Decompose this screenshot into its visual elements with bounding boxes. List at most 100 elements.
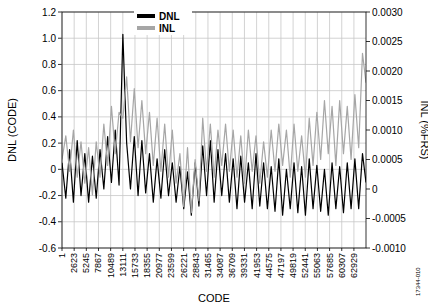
x-tick <box>74 248 75 251</box>
x-tick <box>159 248 160 251</box>
x-tick <box>98 248 99 251</box>
y-grid-line <box>62 116 366 117</box>
x-tick-label: 41953 <box>252 253 262 278</box>
y2-tick-label: -0.0005 <box>372 213 406 224</box>
x-grid-line <box>134 12 135 248</box>
y2-tick <box>366 218 370 219</box>
y-tick <box>58 64 62 65</box>
y2-tick <box>366 41 370 42</box>
x-tick <box>183 248 184 251</box>
x-tick-label: 2623 <box>69 253 79 273</box>
x-tick <box>244 248 245 251</box>
x-tick-label: 13111 <box>118 253 128 277</box>
x-tick <box>110 248 111 251</box>
y-tick <box>58 116 62 117</box>
x-tick <box>86 248 87 251</box>
x-tick-label: 60307 <box>337 253 347 278</box>
y-grid-line <box>62 90 366 91</box>
y-tick-label: -0.2 <box>39 190 57 201</box>
x-tick-label: 20977 <box>154 253 164 278</box>
x-tick-label: 23599 <box>166 253 176 278</box>
legend-label: DNL <box>159 11 180 22</box>
x-tick <box>317 248 318 251</box>
x-tick-label: 7867 <box>93 253 103 273</box>
legend-box <box>134 9 192 35</box>
x-tick-label: 62929 <box>349 253 359 278</box>
x-tick <box>232 248 233 251</box>
y2-tick <box>366 189 370 190</box>
x-tick-label: 57685 <box>325 253 335 278</box>
x-grid-line <box>280 12 281 248</box>
x-grid-line <box>207 12 208 248</box>
x-tick-label: 47197 <box>276 253 286 278</box>
y-tick-label: 0 <box>50 164 56 175</box>
x-tick-label: 1 <box>57 253 67 258</box>
y-tick-label: -0.4 <box>39 216 57 227</box>
y-tick <box>58 143 62 144</box>
x-grid-line <box>256 12 257 248</box>
x-tick <box>171 248 172 251</box>
x-grid-line <box>220 12 221 248</box>
y-tick <box>58 12 62 13</box>
x-tick-label: 26221 <box>179 253 189 278</box>
y-tick <box>58 221 62 222</box>
background <box>0 0 428 308</box>
x-grid-line <box>268 12 269 248</box>
legend: DNLINL <box>134 9 192 35</box>
y-tick-label: 0.6 <box>42 85 56 96</box>
y-tick <box>58 195 62 196</box>
y2-tick <box>366 159 370 160</box>
x-tick <box>122 248 123 251</box>
y-tick <box>58 169 62 170</box>
y2-tick-label: 0 <box>372 184 378 195</box>
y-tick-label: -0.6 <box>39 243 57 254</box>
x-tick-label: 44575 <box>264 253 274 278</box>
x-tick <box>280 248 281 251</box>
y2-tick-label: -0.0010 <box>372 243 406 254</box>
x-tick-label: 34087 <box>215 253 225 278</box>
x-tick <box>353 248 354 251</box>
x-tick <box>195 248 196 251</box>
y2-tick <box>366 12 370 13</box>
y2-tick-label: 0.0025 <box>372 36 403 47</box>
x-tick-label: 28843 <box>191 253 201 278</box>
y-tick-label: 0.4 <box>42 111 56 122</box>
y-tick-label: 1.0 <box>42 33 56 44</box>
y-tick-label: 0.2 <box>42 138 56 149</box>
x-grid-line <box>86 12 87 248</box>
x-tick <box>341 248 342 251</box>
x-tick <box>220 248 221 251</box>
x-tick <box>293 248 294 251</box>
y2-tick-label: 0.0030 <box>372 7 403 18</box>
y2-tick <box>366 71 370 72</box>
x-grid-line <box>183 12 184 248</box>
y-tick <box>58 248 62 249</box>
x-grid-line <box>244 12 245 248</box>
plot-area <box>62 34 366 215</box>
x-tick <box>147 248 148 251</box>
plot-frame <box>62 12 366 248</box>
y-grid-line <box>62 221 366 222</box>
y-tick <box>58 38 62 39</box>
x-tick <box>207 248 208 251</box>
x-tick <box>268 248 269 251</box>
x-tick <box>256 248 257 251</box>
x-tick-label: 36709 <box>227 253 237 278</box>
x-tick-label: 31465 <box>203 253 213 278</box>
y-tick-label: 0.8 <box>42 59 56 70</box>
x-axis-label: CODE <box>198 292 230 304</box>
figure-id: 17344-010 <box>415 267 421 296</box>
chart: -0.6-0.4-0.200.20.40.60.81.01.2126235245… <box>0 0 428 308</box>
x-tick <box>329 248 330 251</box>
x-tick-label: 49819 <box>288 253 298 278</box>
x-tick-label: 52441 <box>300 253 310 278</box>
x-tick-label: 39331 <box>239 253 249 278</box>
legend-swatch <box>137 26 155 30</box>
x-tick-label: 18355 <box>142 253 152 278</box>
y-tick-label: 1.2 <box>42 7 56 18</box>
y2-tick-label: 0.0005 <box>372 154 403 165</box>
y2-tick <box>366 130 370 131</box>
y-grid-line <box>62 38 366 39</box>
x-grid-line <box>353 12 354 248</box>
series-line <box>62 34 366 215</box>
